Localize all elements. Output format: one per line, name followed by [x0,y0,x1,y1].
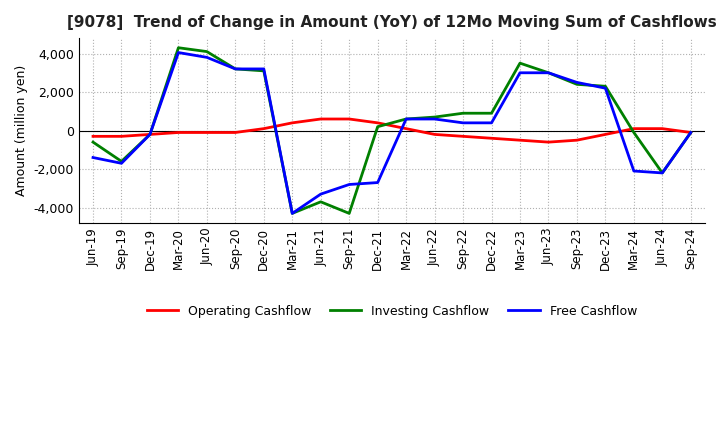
Operating Cashflow [202,130,211,135]
Line: Operating Cashflow: Operating Cashflow [93,119,690,142]
Y-axis label: Amount (million yen): Amount (million yen) [15,65,28,196]
Legend: Operating Cashflow, Investing Cashflow, Free Cashflow: Operating Cashflow, Investing Cashflow, … [142,300,642,323]
Free Cashflow [516,70,524,75]
Free Cashflow [402,116,410,121]
Operating Cashflow [459,134,467,139]
Title: [9078]  Trend of Change in Amount (YoY) of 12Mo Moving Sum of Cashflows: [9078] Trend of Change in Amount (YoY) o… [67,15,717,30]
Investing Cashflow [544,70,553,75]
Operating Cashflow [145,132,154,137]
Line: Free Cashflow: Free Cashflow [93,52,690,213]
Free Cashflow [431,116,439,121]
Operating Cashflow [572,138,581,143]
Operating Cashflow [174,130,183,135]
Free Cashflow [288,211,297,216]
Free Cashflow [459,120,467,125]
Investing Cashflow [145,132,154,137]
Free Cashflow [345,182,354,187]
Free Cashflow [89,155,97,160]
Free Cashflow [601,85,610,91]
Investing Cashflow [431,114,439,120]
Investing Cashflow [117,159,126,164]
Line: Investing Cashflow: Investing Cashflow [93,48,690,213]
Operating Cashflow [629,126,638,131]
Operating Cashflow [288,120,297,125]
Investing Cashflow [487,110,496,116]
Operating Cashflow [601,132,610,137]
Free Cashflow [145,132,154,137]
Free Cashflow [202,55,211,60]
Free Cashflow [316,191,325,197]
Operating Cashflow [345,116,354,121]
Investing Cashflow [259,68,268,73]
Investing Cashflow [202,49,211,54]
Investing Cashflow [516,61,524,66]
Investing Cashflow [89,139,97,145]
Operating Cashflow [316,116,325,121]
Investing Cashflow [288,211,297,216]
Investing Cashflow [345,211,354,216]
Free Cashflow [544,70,553,75]
Free Cashflow [117,161,126,166]
Free Cashflow [374,180,382,185]
Free Cashflow [629,169,638,174]
Free Cashflow [686,130,695,135]
Investing Cashflow [231,66,240,72]
Operating Cashflow [686,130,695,135]
Free Cashflow [174,50,183,55]
Investing Cashflow [402,116,410,121]
Investing Cashflow [601,84,610,89]
Operating Cashflow [259,126,268,131]
Free Cashflow [259,66,268,72]
Operating Cashflow [487,136,496,141]
Investing Cashflow [316,199,325,205]
Investing Cashflow [629,130,638,135]
Investing Cashflow [459,110,467,116]
Investing Cashflow [686,130,695,135]
Investing Cashflow [374,124,382,129]
Operating Cashflow [117,134,126,139]
Operating Cashflow [544,139,553,145]
Operating Cashflow [89,134,97,139]
Operating Cashflow [658,126,667,131]
Operating Cashflow [516,138,524,143]
Operating Cashflow [431,132,439,137]
Free Cashflow [658,170,667,176]
Investing Cashflow [174,45,183,51]
Free Cashflow [572,80,581,85]
Free Cashflow [231,66,240,72]
Operating Cashflow [402,126,410,131]
Operating Cashflow [231,130,240,135]
Investing Cashflow [658,170,667,176]
Free Cashflow [487,120,496,125]
Investing Cashflow [572,82,581,87]
Operating Cashflow [374,120,382,125]
